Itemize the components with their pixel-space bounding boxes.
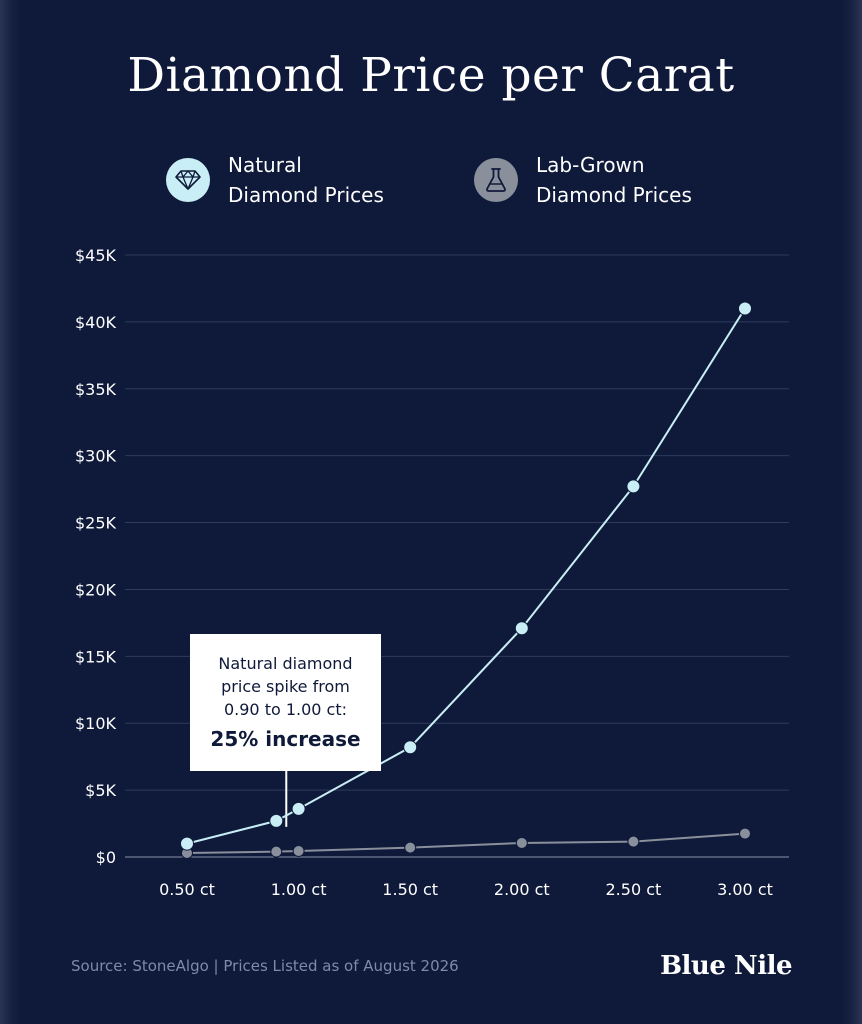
- y-tick-label: $45K: [75, 246, 117, 265]
- diamond-icon: [166, 158, 210, 202]
- data-point: [180, 836, 194, 851]
- data-point: [515, 836, 528, 849]
- data-point: [269, 813, 284, 828]
- data-point: [739, 827, 751, 840]
- y-tick-label: $25K: [75, 514, 117, 533]
- legend-lab-grown: Lab-Grown Diamond Prices: [474, 150, 692, 210]
- data-point: [403, 740, 418, 755]
- legend-lab-line2: Diamond Prices: [536, 183, 692, 207]
- chart-panel: [20, 0, 842, 1024]
- x-tick-label: 2.00 ct: [494, 880, 550, 899]
- annotation-callout: Natural diamond price spike from 0.90 to…: [190, 634, 381, 771]
- data-point: [627, 835, 640, 848]
- x-tick-label: 1.00 ct: [271, 880, 327, 899]
- data-point: [291, 801, 306, 816]
- source-note: Source: StoneAlgo | Prices Listed as of …: [71, 957, 459, 975]
- y-tick-label: $35K: [75, 380, 117, 399]
- y-tick-label: $40K: [75, 313, 117, 332]
- data-point: [738, 301, 752, 316]
- data-point: [626, 479, 641, 494]
- legend-natural-line1: Natural: [228, 153, 302, 177]
- flask-icon: [474, 158, 518, 202]
- x-tick-label: 3.00 ct: [717, 880, 773, 899]
- x-tick-label: 0.50 ct: [159, 880, 215, 899]
- data-point: [404, 841, 417, 854]
- legend-natural: Natural Diamond Prices: [166, 150, 384, 210]
- legend-natural-line2: Diamond Prices: [228, 183, 384, 207]
- y-tick-label: $10K: [75, 714, 117, 733]
- callout-line-1: Natural diamond: [218, 654, 353, 673]
- y-tick-label: $30K: [75, 447, 117, 466]
- data-point: [270, 845, 283, 858]
- y-tick-label: $0: [96, 848, 116, 867]
- y-tick-label: $15K: [75, 647, 117, 666]
- x-tick-label: 1.50 ct: [382, 880, 438, 899]
- chart-title: Diamond Price per Carat: [127, 48, 735, 103]
- brand-logo: Blue Nile: [660, 951, 792, 981]
- y-tick-label: $5K: [85, 781, 116, 800]
- data-point: [292, 844, 305, 857]
- x-tick-label: 2.50 ct: [606, 880, 662, 899]
- callout-highlight: 25% increase: [210, 727, 361, 751]
- callout-line-2: price spike from: [221, 677, 350, 696]
- data-point: [514, 621, 529, 636]
- callout-line-3: 0.90 to 1.00 ct:: [223, 700, 348, 719]
- y-tick-label: $20K: [75, 580, 117, 599]
- legend-lab-line1: Lab-Grown: [536, 153, 645, 177]
